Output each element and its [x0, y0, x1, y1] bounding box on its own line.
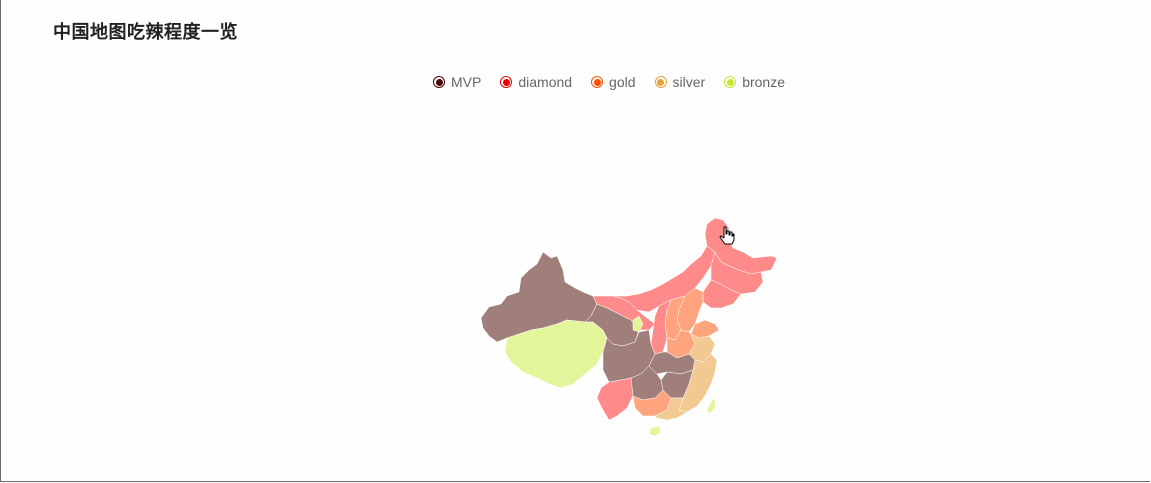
hand-pointer-icon — [719, 226, 735, 245]
legend-marker-icon — [433, 76, 445, 88]
chart-title: 中国地图吃辣程度一览 — [53, 22, 238, 43]
legend-item-silver[interactable]: silver — [654, 74, 706, 90]
legend-label: diamond — [518, 74, 573, 90]
legend-marker-icon — [591, 76, 604, 88]
region-ningxia[interactable] — [632, 315, 644, 333]
legend-marker-icon — [654, 76, 667, 88]
legend-label: silver — [672, 74, 706, 90]
legend-label: bronze — [742, 74, 785, 90]
region-taiwan[interactable] — [706, 397, 716, 415]
region-guangdong[interactable] — [654, 397, 688, 421]
legend-item-gold[interactable]: gold — [591, 74, 636, 90]
region-hainan[interactable] — [648, 425, 662, 437]
legend-label: MVP — [451, 74, 482, 90]
legend: MVP diamond gold silver bronze — [433, 71, 804, 93]
legend-item-bronze[interactable]: bronze — [724, 74, 785, 90]
legend-marker-icon — [724, 76, 737, 88]
legend-label: gold — [609, 74, 636, 90]
legend-item-mvp[interactable]: MVP — [433, 74, 481, 90]
region-chongqing-hubei[interactable] — [648, 351, 696, 375]
region-yunnan[interactable] — [596, 377, 634, 421]
legend-marker-icon — [500, 76, 513, 88]
legend-item-diamond[interactable]: diamond — [500, 74, 572, 90]
china-map — [480, 217, 778, 437]
